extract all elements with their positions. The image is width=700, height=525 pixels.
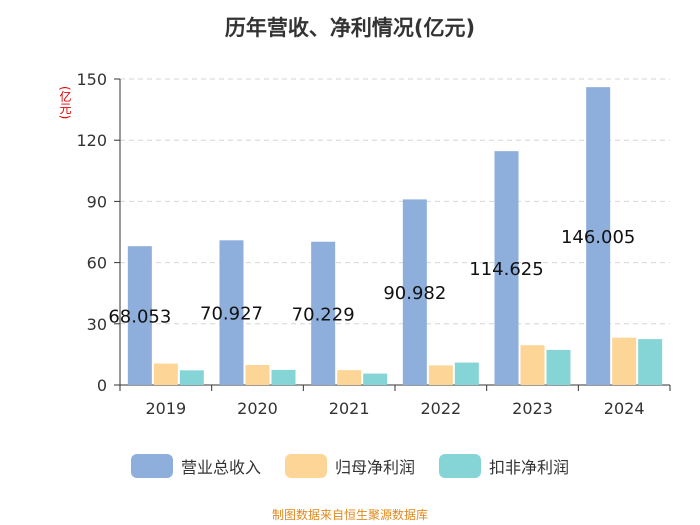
bar-0 xyxy=(494,151,519,385)
bar-2 xyxy=(546,349,571,385)
data-label: 70.229 xyxy=(292,304,355,325)
legend: 营业总收入 归母净利润 扣非净利润 xyxy=(0,454,700,478)
x-tick-label: 2019 xyxy=(145,399,186,418)
data-label: 114.625 xyxy=(469,259,543,280)
legend-item-revenue[interactable]: 营业总收入 xyxy=(130,454,261,478)
bar-0 xyxy=(402,199,427,385)
x-tick-label: 2024 xyxy=(604,399,645,418)
bar-2 xyxy=(271,369,296,385)
y-tick-label: 150 xyxy=(76,70,107,89)
legend-swatch-revenue xyxy=(130,454,173,478)
data-label: 146.005 xyxy=(561,227,635,248)
x-tick-label: 2023 xyxy=(512,399,553,418)
legend-item-net-profit[interactable]: 归母净利润 xyxy=(284,454,415,478)
y-tick-label: 120 xyxy=(76,131,107,150)
bar-1 xyxy=(153,363,178,385)
bar-0 xyxy=(219,240,244,385)
data-label: 68.053 xyxy=(108,307,171,328)
data-label: 90.982 xyxy=(383,283,446,304)
x-tick-label: 2021 xyxy=(329,399,370,418)
y-tick-label: 30 xyxy=(87,315,107,334)
bar-0 xyxy=(311,241,336,385)
legend-swatch-deducted-profit xyxy=(439,454,481,478)
x-tick-label: 2020 xyxy=(237,399,278,418)
legend-item-deducted-profit[interactable]: 扣非净利润 xyxy=(439,454,569,478)
legend-swatch-net-profit xyxy=(284,454,327,478)
bar-1 xyxy=(520,345,545,385)
bar-1 xyxy=(428,365,453,385)
bar-1 xyxy=(337,370,362,385)
bar-0 xyxy=(127,246,152,385)
y-tick-label: 0 xyxy=(97,376,107,395)
bar-2 xyxy=(363,373,388,385)
legend-label-net-profit: 归母净利润 xyxy=(334,458,415,477)
data-label: 70.927 xyxy=(200,304,263,325)
y-axis-label: (亿元) xyxy=(58,86,72,120)
legend-label-deducted-profit: 扣非净利润 xyxy=(489,458,570,477)
bar-0 xyxy=(586,87,611,385)
bar-1 xyxy=(612,337,637,385)
bar-2 xyxy=(638,339,663,385)
bar-2 xyxy=(179,370,204,385)
chart-title: 历年营收、净利情况(亿元) xyxy=(224,16,476,40)
y-tick-label: 60 xyxy=(87,254,107,273)
bar-1 xyxy=(245,365,270,385)
legend-label-revenue: 营业总收入 xyxy=(180,458,261,477)
y-tick-label: 90 xyxy=(87,192,107,211)
x-tick-label: 2022 xyxy=(420,399,461,418)
bar-2 xyxy=(454,362,479,385)
data-source-note: 制图数据来自恒生聚源数据库 xyxy=(271,508,428,522)
